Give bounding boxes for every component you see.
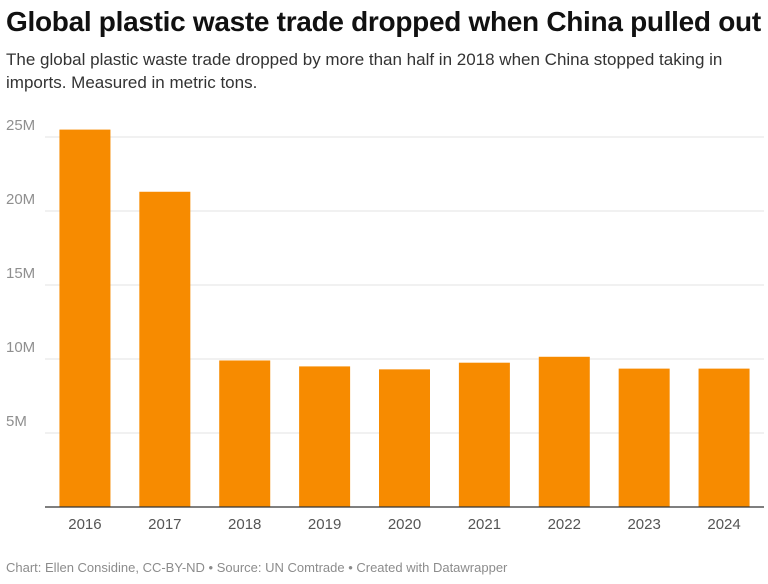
y-tick-label: 15M xyxy=(6,265,35,282)
x-tick-label: 2020 xyxy=(388,516,421,533)
bar-2020 xyxy=(379,369,430,507)
x-tick-label: 2022 xyxy=(548,516,581,533)
chart-subtitle: The global plastic waste trade dropped b… xyxy=(6,50,723,92)
bar-2019 xyxy=(299,366,351,507)
y-tick-label: 25M xyxy=(6,118,35,134)
x-tick-label: 2024 xyxy=(707,516,740,533)
x-tick-label: 2016 xyxy=(68,516,101,533)
x-tick-label: 2017 xyxy=(148,516,181,533)
x-tick-label: 2019 xyxy=(308,516,341,533)
x-tick-label: 2018 xyxy=(228,516,261,533)
bar-2023 xyxy=(618,368,670,507)
bar-2017 xyxy=(139,191,191,507)
bar-2016 xyxy=(59,129,111,507)
x-tick-label: 2021 xyxy=(468,516,501,533)
bar-2018 xyxy=(219,360,271,507)
bars xyxy=(59,129,750,507)
bar-2021 xyxy=(458,362,510,507)
chart-title: Global plastic waste trade dropped when … xyxy=(6,6,761,37)
bar-2022 xyxy=(538,356,590,507)
x-axis: 2016 2017 2018 2019 2020 2021 2022 2023 2024 xyxy=(45,506,764,533)
y-tick-label: 20M xyxy=(6,191,35,208)
y-tick-label: 5M xyxy=(6,413,27,430)
y-tick-label: 10M xyxy=(6,339,35,356)
bar-2024 xyxy=(698,368,750,507)
x-tick-label: 2023 xyxy=(627,516,660,533)
chart-footer: Chart: Ellen Considine, CC-BY-ND • Sourc… xyxy=(6,560,508,575)
